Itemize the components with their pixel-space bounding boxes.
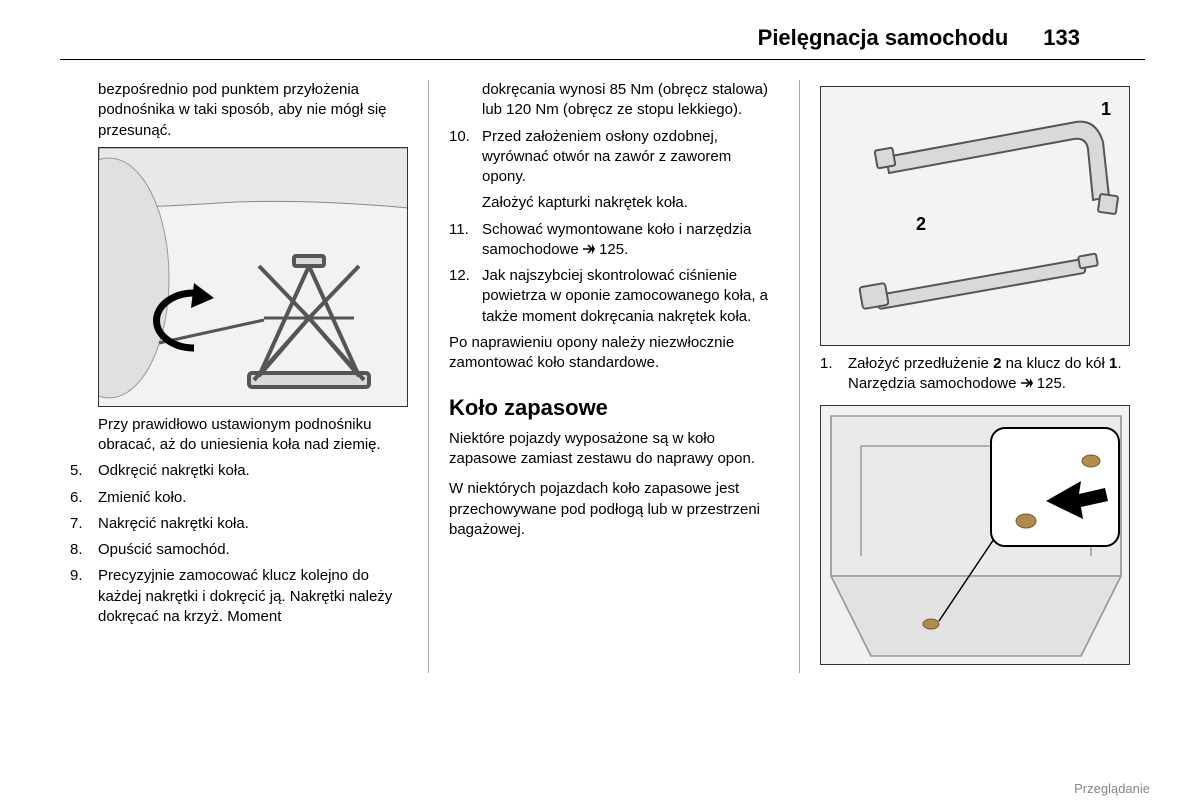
list-num: 12.	[449, 266, 482, 327]
list-body: Opuścić samochód.	[98, 540, 408, 560]
intro-continuation: bezpośrednio pod punktem przyłożenia pod…	[70, 80, 408, 141]
list-body: Nakręcić nakrętki koła.	[98, 514, 408, 534]
s1b: na klucz do kół	[1001, 355, 1109, 372]
list-body: Zmienić koło.	[98, 488, 408, 508]
list-num: 10.	[449, 127, 482, 188]
list-item: 11.Schować wymontowane koło i narzędzia …	[449, 220, 779, 261]
figure-trunk	[820, 405, 1130, 665]
item9-continuation: dokręcania wynosi 85 Nm (obręcz stalowa)…	[449, 80, 779, 121]
list-body: Przed założeniem osłony ozdobnej, wyrówn…	[482, 127, 779, 188]
list-body: Schować wymontowane koło i narzędzia sam…	[482, 220, 779, 261]
column-1: bezpośrednio pod punktem przyłożenia pod…	[70, 80, 429, 673]
list-num: 9.	[70, 566, 98, 627]
heading-spare-wheel: Koło zapasowe	[449, 393, 779, 423]
column-3: 1 2 1. Założyć przedłużenie 2 na klucz d…	[800, 80, 1150, 673]
list-item: 10.Przed założeniem osłony ozdobnej, wyr…	[449, 127, 779, 188]
s1a: Założyć przedłużenie	[848, 355, 993, 372]
page-header: Pielęgnacja samochodu 133	[60, 0, 1145, 60]
figure-jack	[98, 147, 408, 407]
reference-icon	[583, 244, 595, 254]
list-num: 5.	[70, 461, 98, 481]
list-num: 8.	[70, 540, 98, 560]
list-item: 6.Zmienić koło.	[70, 488, 408, 508]
list-extra: Założyć kapturki nakrętek koła.	[449, 193, 779, 213]
tool-label-2: 2	[916, 212, 926, 236]
reference-icon	[1021, 378, 1033, 388]
list-body: Precyzyjnie zamocować klucz kolejno do k…	[98, 566, 408, 627]
list-body: Odkręcić nakrętki koła.	[98, 461, 408, 481]
col2-list: 10.Przed założeniem osłony ozdobnej, wyr…	[449, 127, 779, 327]
content-columns: bezpośrednio pod punktem przyłożenia pod…	[0, 60, 1200, 673]
spare-p2: W niektórych pojazdach koło zapasowe jes…	[449, 479, 779, 540]
step1-body: Założyć przedłużenie 2 na klucz do kół 1…	[848, 354, 1150, 395]
footer-text: Przeglądanie	[1074, 781, 1150, 796]
para-after-list: Po naprawieniu opony należy niezwłocznie…	[449, 333, 779, 374]
list-item: 5.Odkręcić nakrętki koła.	[70, 461, 408, 481]
column-2: dokręcania wynosi 85 Nm (obręcz stalowa)…	[429, 80, 800, 673]
figure-tools: 1 2	[820, 86, 1130, 346]
s1ref: 125.	[1037, 375, 1066, 392]
step1-num: 1.	[820, 354, 848, 395]
list-item: 12.Jak najszybciej skontrolować ciśnieni…	[449, 266, 779, 327]
list-num: 7.	[70, 514, 98, 534]
list-num: 11.	[449, 220, 482, 261]
list-item: 7.Nakręcić nakrętki koła.	[70, 514, 408, 534]
list-body: Jak najszybciej skontrolować ciśnienie p…	[482, 266, 779, 327]
list-num: 6.	[70, 488, 98, 508]
col1-list: 5.Odkręcić nakrętki koła.6.Zmienić koło.…	[70, 461, 408, 627]
list-item: 8.Opuścić samochód.	[70, 540, 408, 560]
after-figure-text: Przy prawidłowo ustawionym podnośniku ob…	[70, 415, 408, 456]
header-title: Pielęgnacja samochodu	[758, 25, 1009, 51]
page-number: 133	[1043, 25, 1080, 51]
tool-label-1: 1	[1101, 97, 1111, 121]
col3-step1: 1. Założyć przedłużenie 2 na klucz do kó…	[820, 354, 1150, 395]
list-item: 9.Precyzyjnie zamocować klucz kolejno do…	[70, 566, 408, 627]
spare-p1: Niektóre pojazdy wyposażone są w koło za…	[449, 429, 779, 470]
